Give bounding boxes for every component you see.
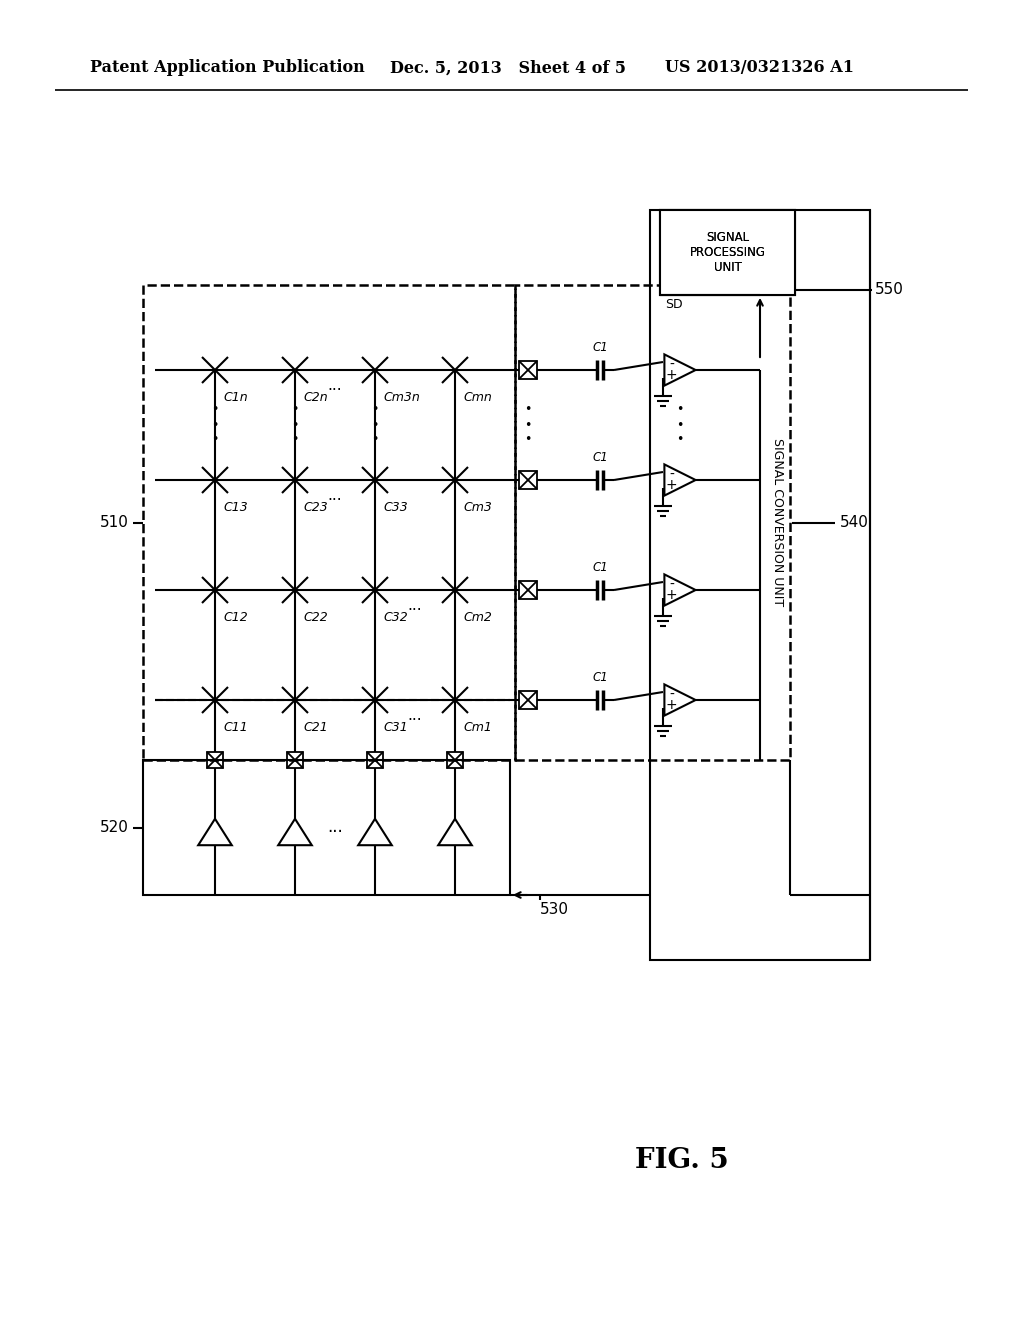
Text: -: - (669, 578, 674, 591)
Text: 550: 550 (874, 282, 904, 297)
Text: ···: ··· (327, 822, 343, 841)
Polygon shape (438, 818, 472, 845)
Bar (207, 752, 223, 768)
Polygon shape (665, 354, 695, 385)
Text: SIGNAL
PROCESSING
UNIT: SIGNAL PROCESSING UNIT (689, 231, 766, 275)
Text: C32: C32 (383, 611, 408, 624)
Bar (519, 581, 537, 599)
Polygon shape (665, 574, 695, 606)
Bar (447, 752, 463, 768)
Bar (367, 752, 383, 768)
Text: C13: C13 (223, 502, 248, 513)
Text: C33: C33 (383, 502, 408, 513)
Text: 520: 520 (100, 820, 129, 836)
Bar (515, 285, 790, 760)
Text: C1: C1 (592, 671, 608, 684)
Text: ···: ··· (408, 713, 422, 727)
Text: •
•
•: • • • (524, 404, 531, 446)
Bar (650, 210, 870, 960)
Text: •
•
•: • • • (291, 404, 299, 446)
Text: C22: C22 (303, 611, 328, 624)
Bar (143, 760, 510, 895)
Polygon shape (199, 818, 231, 845)
Polygon shape (279, 818, 311, 845)
Text: C2n: C2n (303, 391, 328, 404)
Bar (143, 285, 515, 760)
Text: Cm3n: Cm3n (383, 391, 420, 404)
Text: Patent Application Publication: Patent Application Publication (90, 59, 365, 77)
Text: C12: C12 (223, 611, 248, 624)
Text: Cm2: Cm2 (463, 611, 492, 624)
Text: +: + (666, 478, 677, 492)
Text: •
•
•: • • • (372, 404, 379, 446)
Text: 510: 510 (100, 515, 129, 531)
Text: •
•
•: • • • (211, 404, 219, 446)
Bar (660, 210, 795, 294)
Text: +: + (666, 368, 677, 383)
Text: Cmn: Cmn (463, 391, 492, 404)
Text: -: - (669, 358, 674, 371)
Text: ···: ··· (408, 602, 422, 618)
Text: •
•
•: • • • (676, 404, 684, 446)
Text: Cm1: Cm1 (463, 721, 492, 734)
Text: C31: C31 (383, 721, 408, 734)
Bar (287, 752, 303, 768)
Text: C1: C1 (592, 451, 608, 465)
Text: SIGNAL CONVERSION UNIT: SIGNAL CONVERSION UNIT (771, 438, 784, 607)
Bar (519, 360, 537, 379)
Text: Dec. 5, 2013   Sheet 4 of 5: Dec. 5, 2013 Sheet 4 of 5 (390, 59, 626, 77)
Text: C21: C21 (303, 721, 328, 734)
Text: C1n: C1n (223, 391, 248, 404)
Text: -: - (669, 688, 674, 701)
Text: C23: C23 (303, 502, 328, 513)
Text: C11: C11 (223, 721, 248, 734)
Text: Cm3: Cm3 (463, 502, 492, 513)
Bar (519, 471, 537, 488)
Text: 530: 530 (540, 903, 569, 917)
Text: C1: C1 (592, 341, 608, 354)
Text: US 2013/0321326 A1: US 2013/0321326 A1 (665, 59, 854, 77)
Text: C1: C1 (592, 561, 608, 574)
Text: -: - (669, 467, 674, 482)
Polygon shape (665, 465, 695, 495)
Bar (660, 210, 795, 294)
Text: +: + (666, 589, 677, 602)
Polygon shape (665, 684, 695, 715)
Text: +: + (666, 698, 677, 713)
Text: FIG. 5: FIG. 5 (635, 1147, 729, 1173)
Text: SD: SD (665, 298, 683, 312)
Text: ···: ··· (328, 492, 342, 507)
Text: SIGNAL
PROCESSING
UNIT: SIGNAL PROCESSING UNIT (689, 231, 766, 275)
Text: 540: 540 (840, 515, 869, 531)
Text: ···: ··· (328, 383, 342, 397)
Polygon shape (358, 818, 392, 845)
Bar (519, 690, 537, 709)
